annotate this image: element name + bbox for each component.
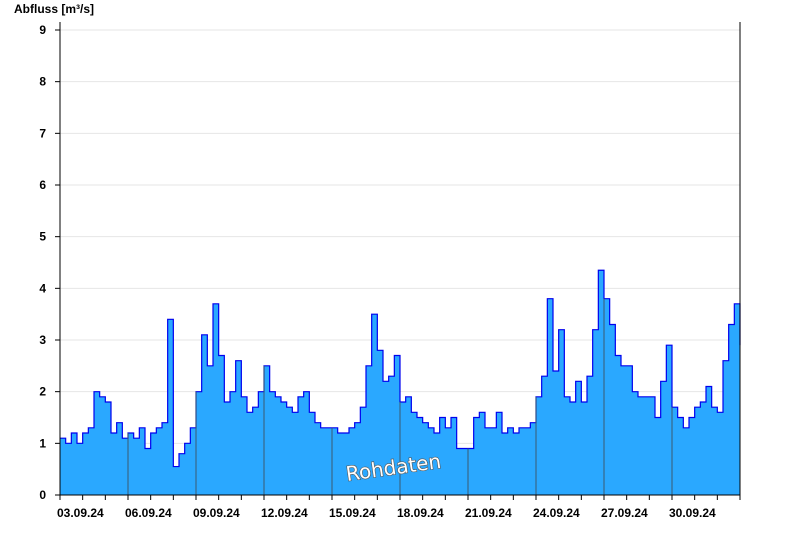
y-tick-label: 2 bbox=[39, 385, 46, 399]
y-axis-label: Abfluss [m³/s] bbox=[14, 2, 94, 16]
x-tick-label: 03.09.24 bbox=[57, 506, 104, 520]
y-tick-label: 5 bbox=[39, 230, 46, 244]
y-tick-label: 7 bbox=[39, 126, 46, 140]
x-tick-label: 09.09.24 bbox=[193, 506, 240, 520]
y-ticks: 0 1 2 3 4 5 6 7 8 9 bbox=[39, 23, 60, 502]
x-tick-label: 30.09.24 bbox=[669, 506, 716, 520]
y-tick-label: 4 bbox=[39, 281, 46, 295]
x-tick-label: 27.09.24 bbox=[601, 506, 648, 520]
series-line bbox=[60, 269, 741, 468]
y-tick-label: 8 bbox=[39, 75, 46, 89]
x-ticks: 03.09.24 06.09.24 09.09.24 12.09.24 15.09.24… bbox=[57, 495, 741, 520]
x-tick-label: 18.09.24 bbox=[397, 506, 444, 520]
y-tick-label: 3 bbox=[39, 333, 46, 347]
x-tick-label: 24.09.24 bbox=[533, 506, 580, 520]
x-tick-label: 12.09.24 bbox=[261, 506, 308, 520]
y-tick-label: 6 bbox=[39, 178, 46, 192]
x-tick-label: 15.09.24 bbox=[329, 506, 376, 520]
x-tick-label: 06.09.24 bbox=[125, 506, 172, 520]
y-tick-label: 1 bbox=[39, 436, 46, 450]
y-tick-label: 0 bbox=[39, 488, 46, 502]
x-tick-label: 21.09.24 bbox=[465, 506, 512, 520]
y-tick-label: 9 bbox=[39, 23, 46, 37]
day-lines bbox=[127, 298, 673, 495]
data-area bbox=[60, 269, 741, 495]
